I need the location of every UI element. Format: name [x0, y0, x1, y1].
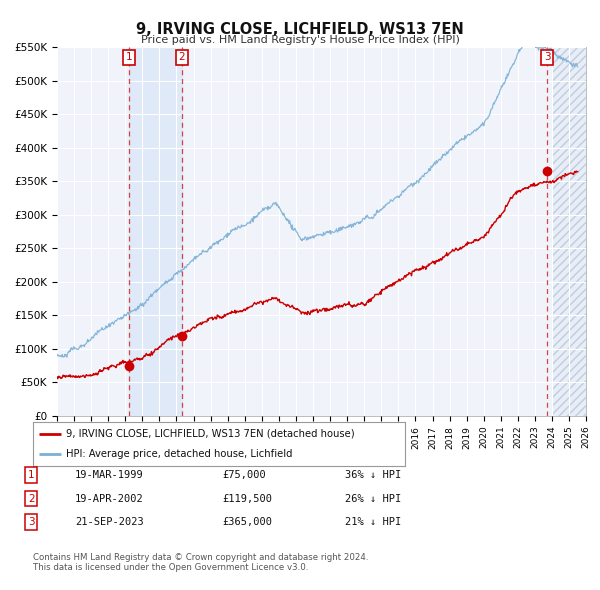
Text: 19-MAR-1999: 19-MAR-1999 [75, 470, 144, 480]
Text: HPI: Average price, detached house, Lichfield: HPI: Average price, detached house, Lich… [67, 449, 293, 459]
Text: 36% ↓ HPI: 36% ↓ HPI [345, 470, 401, 480]
Text: 9, IRVING CLOSE, LICHFIELD, WS13 7EN: 9, IRVING CLOSE, LICHFIELD, WS13 7EN [136, 22, 464, 37]
Text: £119,500: £119,500 [222, 494, 272, 503]
Text: 19-APR-2002: 19-APR-2002 [75, 494, 144, 503]
Text: £75,000: £75,000 [222, 470, 266, 480]
Text: 3: 3 [28, 517, 35, 527]
Text: 21% ↓ HPI: 21% ↓ HPI [345, 517, 401, 527]
Text: 1: 1 [28, 470, 35, 480]
Text: 2: 2 [28, 494, 35, 503]
Text: £365,000: £365,000 [222, 517, 272, 527]
Text: 26% ↓ HPI: 26% ↓ HPI [345, 494, 401, 503]
Text: 9, IRVING CLOSE, LICHFIELD, WS13 7EN (detached house): 9, IRVING CLOSE, LICHFIELD, WS13 7EN (de… [67, 429, 355, 439]
Text: 2: 2 [178, 53, 185, 63]
Bar [129, 47, 182, 416]
Text: 21-SEP-2023: 21-SEP-2023 [75, 517, 144, 527]
Bar [552, 47, 586, 416]
Text: 3: 3 [544, 53, 551, 63]
Text: This data is licensed under the Open Government Licence v3.0.: This data is licensed under the Open Gov… [33, 563, 308, 572]
Text: 1: 1 [126, 53, 133, 63]
Text: Contains HM Land Registry data © Crown copyright and database right 2024.: Contains HM Land Registry data © Crown c… [33, 553, 368, 562]
Text: Price paid vs. HM Land Registry's House Price Index (HPI): Price paid vs. HM Land Registry's House … [140, 35, 460, 45]
